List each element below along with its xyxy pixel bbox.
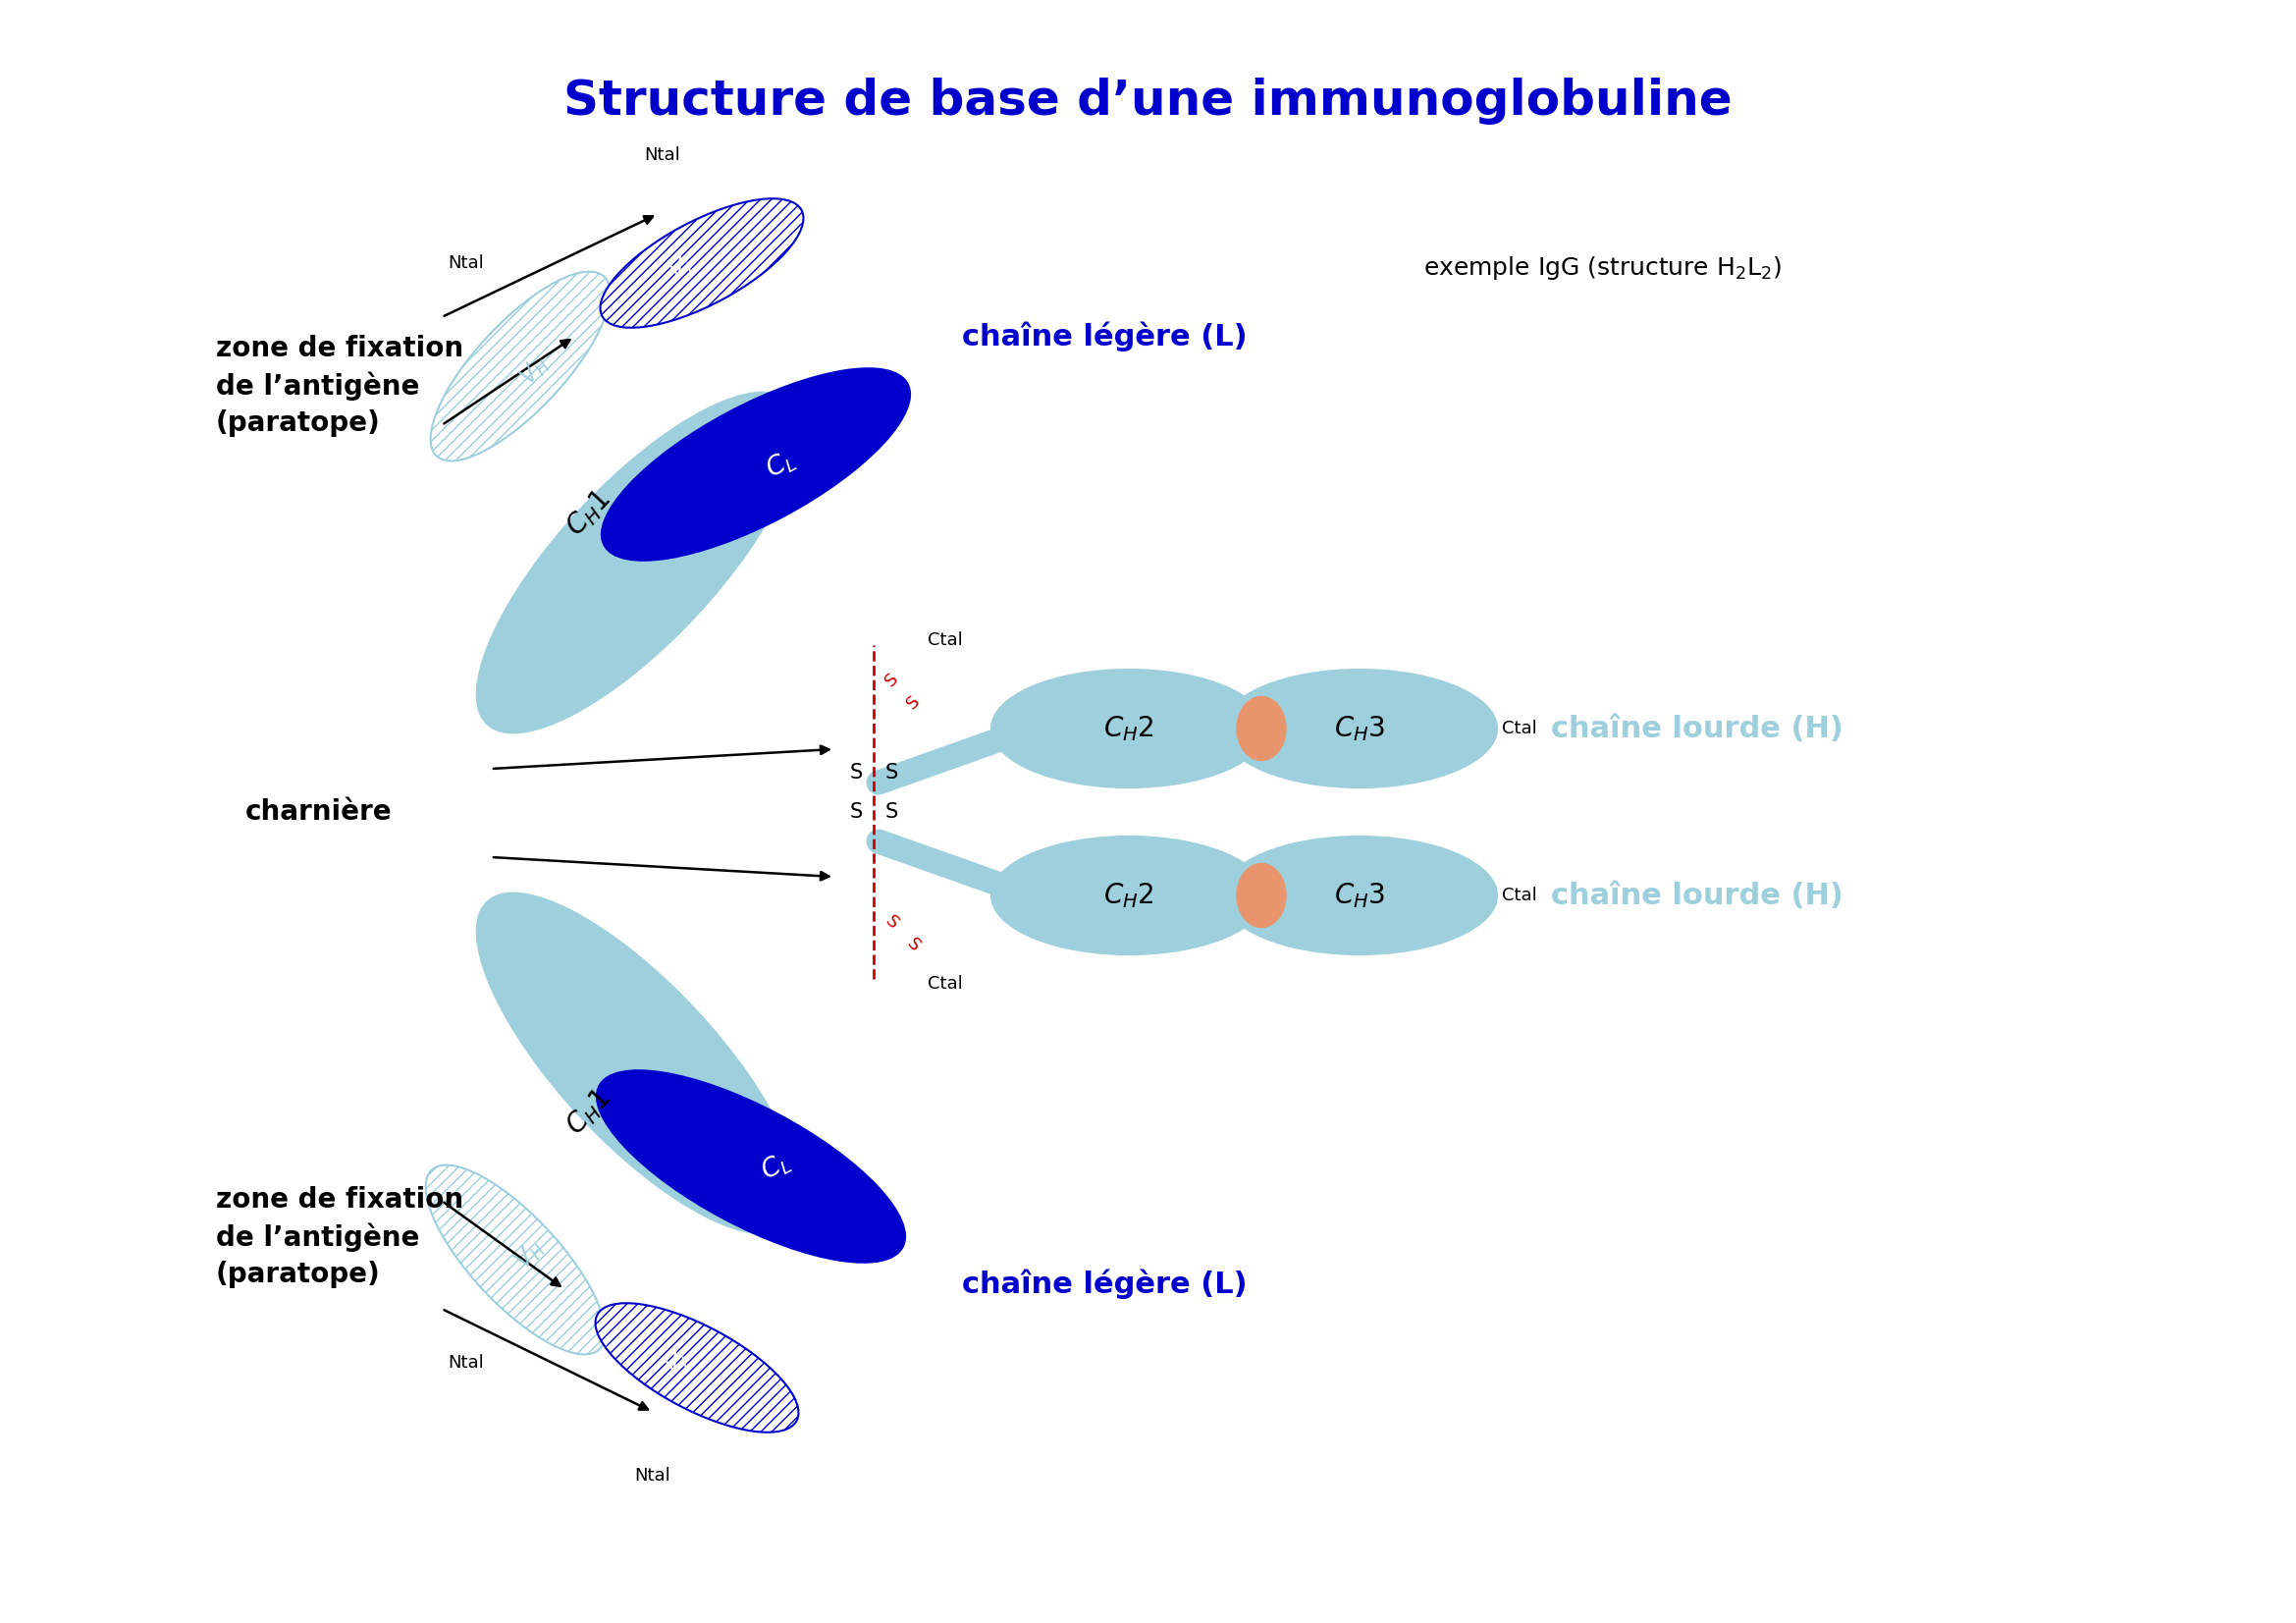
Text: Ctal: Ctal (1502, 886, 1536, 904)
Ellipse shape (478, 393, 799, 734)
Text: chaîne lourde (H): chaîne lourde (H) (1552, 714, 1844, 743)
Text: $C_H1$: $C_H1$ (560, 485, 618, 542)
Text: $V_L$: $V_L$ (659, 1345, 696, 1381)
Text: $V_H$: $V_H$ (517, 352, 553, 391)
Ellipse shape (597, 1071, 905, 1263)
Ellipse shape (595, 1303, 799, 1431)
Text: $C_H2$: $C_H2$ (1104, 714, 1155, 743)
Text: zone de fixation
de l’antigène
(paratope): zone de fixation de l’antigène (paratope… (216, 334, 464, 437)
Ellipse shape (478, 893, 799, 1233)
Text: exemple IgG (structure H$_2$L$_2$): exemple IgG (structure H$_2$L$_2$) (1424, 255, 1782, 282)
Text: S: S (902, 691, 923, 712)
Text: Ntal: Ntal (634, 1467, 670, 1485)
Text: Ctal: Ctal (928, 631, 962, 649)
Ellipse shape (1221, 670, 1497, 787)
Text: chaîne lourde (H): chaîne lourde (H) (1552, 881, 1844, 909)
Ellipse shape (1238, 696, 1286, 761)
Text: S: S (882, 669, 902, 690)
Text: $C_L$: $C_L$ (755, 1147, 794, 1186)
Text: Structure de base d’une immunoglobuline: Structure de base d’une immunoglobuline (563, 78, 1733, 125)
Text: S: S (884, 802, 898, 821)
Ellipse shape (1238, 863, 1286, 927)
Text: $C_H3$: $C_H3$ (1334, 881, 1384, 911)
Text: Ctal: Ctal (1502, 719, 1536, 737)
Ellipse shape (992, 836, 1267, 954)
Text: $C_L$: $C_L$ (760, 445, 799, 484)
Ellipse shape (599, 198, 804, 328)
Text: S: S (902, 935, 923, 954)
Text: S: S (850, 763, 863, 782)
Ellipse shape (992, 670, 1267, 787)
Text: Ntal: Ntal (448, 1354, 484, 1371)
Text: $C_H1$: $C_H1$ (560, 1084, 618, 1141)
Ellipse shape (1221, 836, 1497, 954)
Text: chaîne légère (L): chaîne légère (L) (962, 321, 1247, 352)
Text: zone de fixation
de l’antigène
(paratope): zone de fixation de l’antigène (paratope… (216, 1186, 464, 1289)
Ellipse shape (432, 271, 611, 461)
Text: Ctal: Ctal (928, 975, 962, 993)
Text: Ntal: Ntal (645, 146, 680, 164)
Text: $V_L$: $V_L$ (664, 250, 700, 286)
Text: charnière: charnière (246, 799, 393, 826)
Text: S: S (850, 802, 863, 821)
Ellipse shape (602, 368, 909, 560)
Text: $C_H3$: $C_H3$ (1334, 714, 1384, 743)
Text: Ntal: Ntal (448, 255, 484, 273)
Text: S: S (884, 763, 898, 782)
Text: chaîne légère (L): chaîne légère (L) (962, 1269, 1247, 1300)
Text: $V_H$: $V_H$ (510, 1235, 549, 1274)
Text: S: S (882, 912, 902, 932)
Ellipse shape (425, 1165, 606, 1355)
Text: $C_H2$: $C_H2$ (1104, 881, 1155, 911)
